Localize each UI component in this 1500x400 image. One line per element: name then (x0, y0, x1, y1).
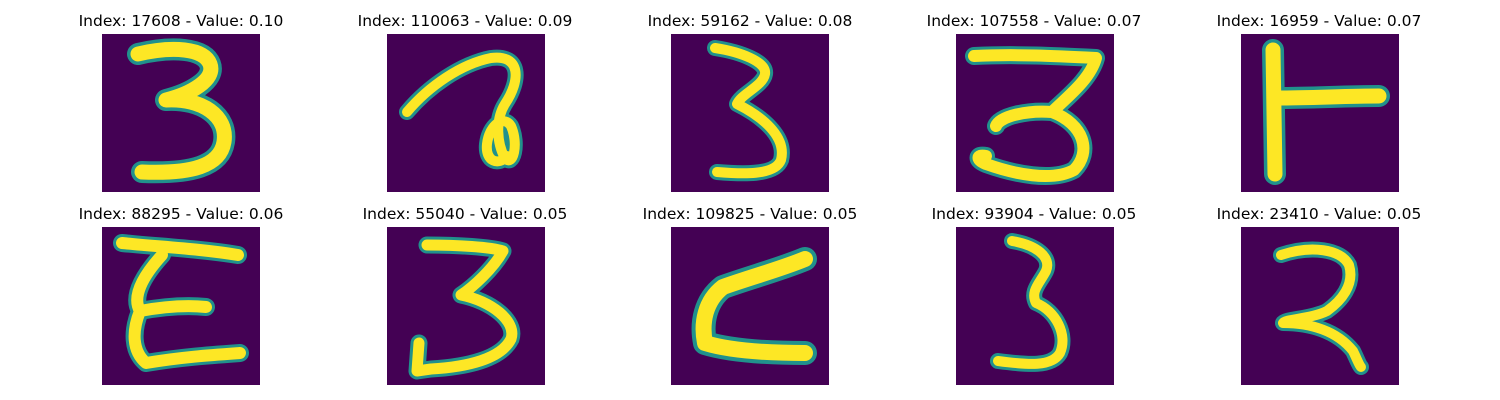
digit-stroke (990, 233, 1071, 372)
digit-image (671, 34, 829, 192)
digit-image-panel (387, 227, 545, 385)
panel-title: Index: 17608 - Value: 0.10 (78, 12, 284, 30)
digit-image-panel (1241, 227, 1399, 385)
digit-stroke (113, 234, 249, 372)
digit-image (102, 34, 260, 192)
digit-image (671, 227, 829, 385)
digit-stroke (691, 247, 817, 365)
panel-title: Index: 23410 - Value: 0.05 (1216, 205, 1422, 223)
digit-image-panel (671, 34, 829, 192)
digit-image (387, 34, 545, 192)
digit-stroke (1262, 39, 1390, 185)
digit-image-panel (671, 227, 829, 385)
panel-title: Index: 110063 - Value: 0.09 (357, 12, 573, 30)
digit-stroke (408, 236, 521, 380)
digit-image (1241, 34, 1399, 192)
panel-title: Index: 55040 - Value: 0.05 (362, 205, 568, 223)
digit-image (956, 227, 1114, 385)
panel-title: Index: 59162 - Value: 0.08 (647, 12, 853, 30)
digit-image-panel (956, 227, 1114, 385)
digit-image-panel (102, 227, 260, 385)
digit-stroke (1273, 241, 1369, 375)
panel-title: Index: 88295 - Value: 0.06 (78, 205, 284, 223)
digit-stroke (127, 38, 236, 184)
digit-image-panel (956, 34, 1114, 192)
digit-stroke (707, 40, 790, 182)
digit-image-panel (102, 34, 260, 192)
panel-title: Index: 109825 - Value: 0.05 (642, 205, 858, 223)
panel-title: Index: 16959 - Value: 0.07 (1216, 12, 1422, 30)
digit-image (102, 227, 260, 385)
digit-image (956, 34, 1114, 192)
panel-title: Index: 107558 - Value: 0.07 (926, 12, 1142, 30)
panel-title: Index: 93904 - Value: 0.05 (931, 205, 1137, 223)
digit-stroke (965, 46, 1105, 185)
digit-image-panel (387, 34, 545, 192)
digit-stroke (399, 49, 524, 170)
digit-image (387, 227, 545, 385)
digit-image-panel (1241, 34, 1399, 192)
digit-image (1241, 227, 1399, 385)
